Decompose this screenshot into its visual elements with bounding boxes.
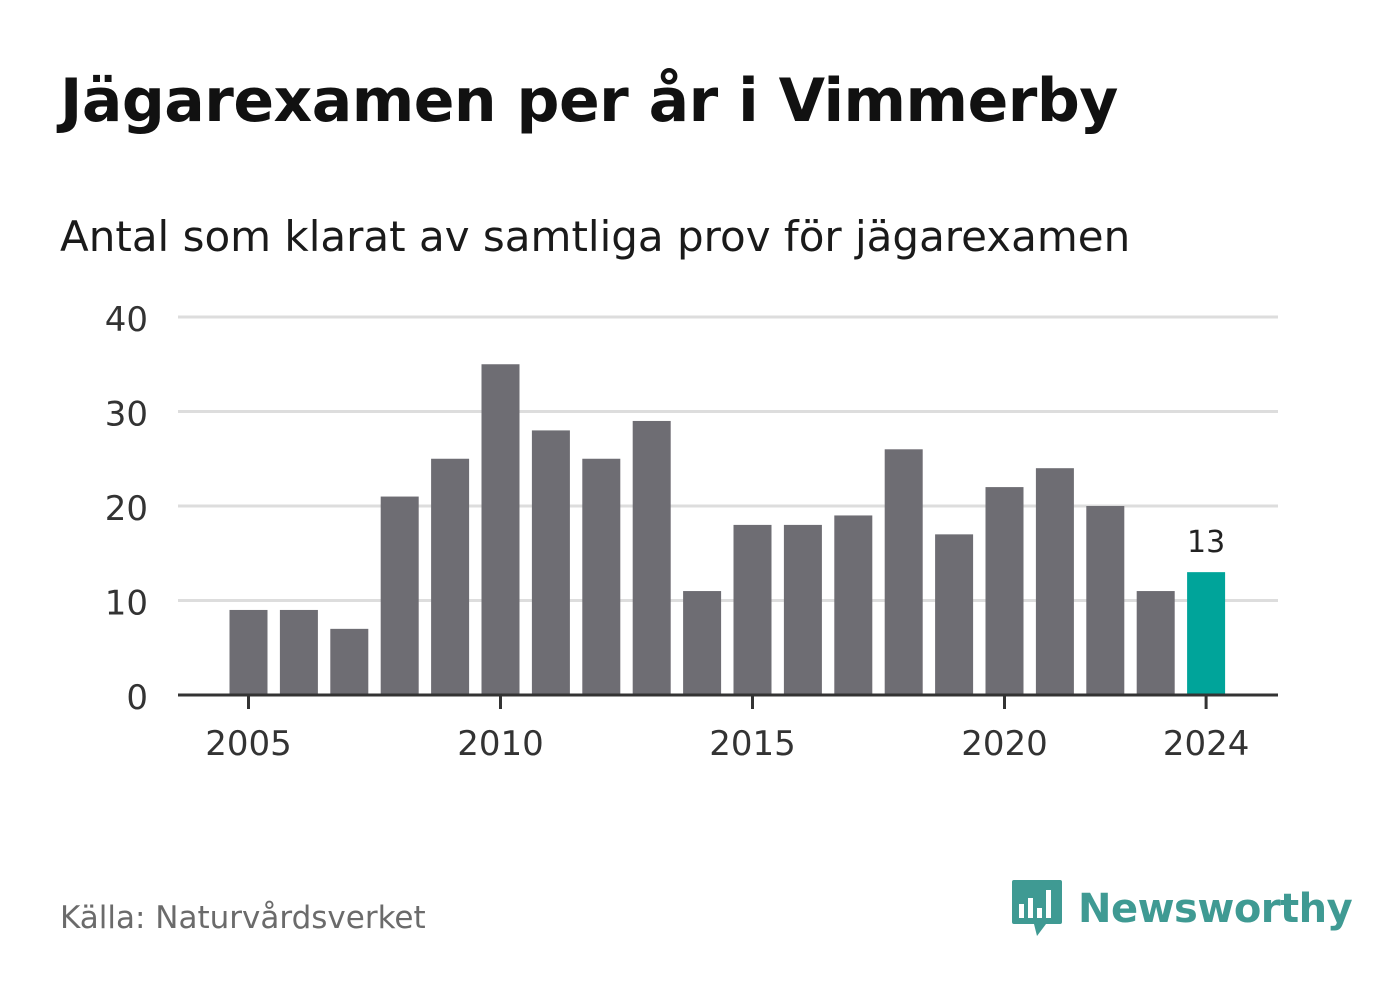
source-label: Källa: Naturvårdsverket (60, 900, 426, 936)
bar (834, 515, 873, 695)
y-tick-label: 10 (105, 584, 148, 624)
y-tick-label: 40 (105, 300, 148, 340)
bar (733, 524, 772, 695)
x-tick-label: 2015 (709, 724, 796, 764)
brand-name: Newsworthy (1078, 886, 1353, 932)
bar (431, 458, 470, 695)
bar (1086, 506, 1125, 695)
bar (582, 458, 621, 695)
bar (1136, 591, 1175, 695)
bar (1035, 468, 1074, 695)
bar (330, 628, 369, 695)
bar (481, 364, 520, 695)
bar (380, 496, 419, 695)
newsworthy-logo-icon (1012, 880, 1062, 936)
bar (683, 591, 722, 695)
brand-logo: Newsworthy (1010, 878, 1353, 940)
bar (279, 609, 318, 695)
bar (985, 487, 1024, 695)
bar (783, 524, 822, 695)
y-tick-label: 0 (126, 678, 148, 718)
x-tick-label: 2005 (205, 724, 292, 764)
bar (935, 534, 974, 695)
x-tick-label: 2010 (457, 724, 544, 764)
bar (531, 430, 570, 695)
bar (229, 609, 268, 695)
bar-highlight (1187, 572, 1226, 695)
bar (632, 420, 671, 695)
y-tick-label: 30 (105, 395, 148, 435)
x-tick-label: 2020 (961, 724, 1048, 764)
x-tick-label: 2024 (1163, 724, 1250, 764)
chart-subtitle: Antal som klarat av samtliga prov för jä… (60, 212, 1131, 261)
data-label: 13 (1187, 525, 1225, 560)
y-tick-label: 20 (105, 489, 148, 529)
chart-title: Jägarexamen per år i Vimmerby (60, 66, 1118, 136)
bar (884, 449, 923, 695)
